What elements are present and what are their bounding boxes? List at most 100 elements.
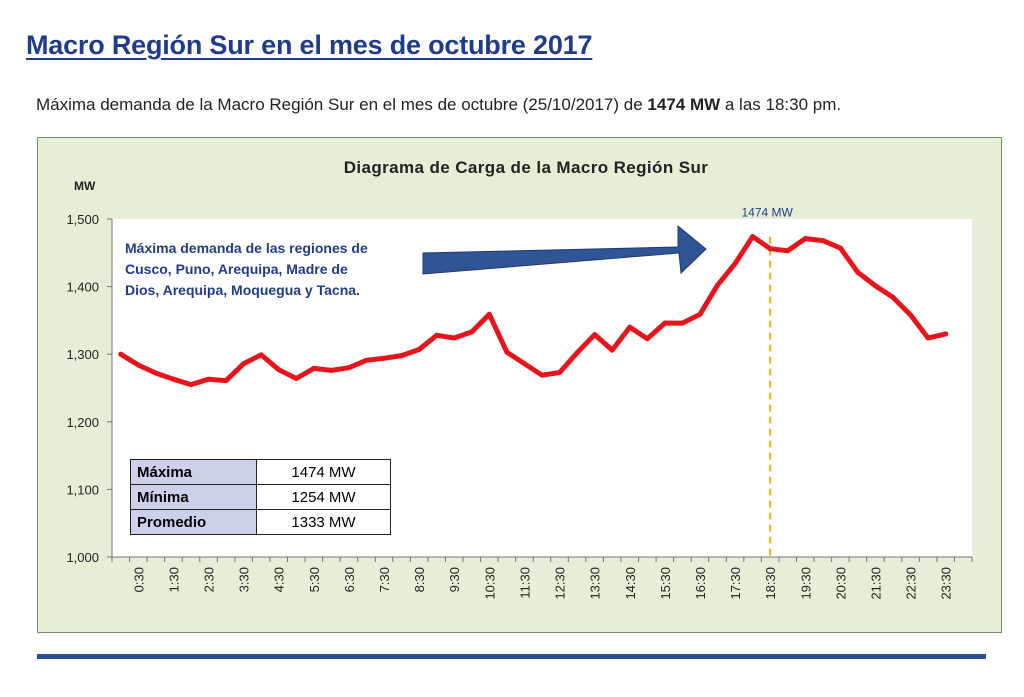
x-tick-label: 14:30 — [623, 567, 638, 600]
load-data-point — [486, 311, 492, 317]
load-data-point — [820, 238, 826, 244]
stats-row-max: Máxima 1474 MW — [130, 459, 391, 485]
load-data-point — [609, 347, 615, 353]
subtitle-text-end: a las 18:30 pm. — [720, 95, 842, 114]
load-data-point — [504, 349, 510, 355]
load-data-point — [328, 367, 334, 373]
stats-row-avg: Promedio 1333 MW — [130, 509, 391, 535]
load-data-point — [697, 311, 703, 317]
x-tick-label: 16:30 — [693, 567, 708, 600]
x-tick-label: 2:30 — [202, 567, 217, 592]
page-title: Macro Región Sur en el mes de octubre 20… — [26, 30, 593, 60]
load-data-point — [732, 261, 738, 267]
load-data-point — [135, 362, 141, 368]
load-data-point — [451, 335, 457, 341]
x-tick-label: 7:30 — [377, 567, 392, 592]
stats-label-avg: Promedio — [130, 509, 257, 535]
x-tick-label: 23:30 — [939, 567, 954, 600]
stats-label-min: Mínima — [130, 484, 257, 510]
load-data-point — [258, 352, 264, 358]
stats-value-min: 1254 MW — [256, 484, 391, 510]
x-tick-label: 13:30 — [588, 567, 603, 600]
load-data-point — [539, 372, 545, 378]
x-tick-label: 15:30 — [658, 567, 673, 600]
load-data-point — [434, 332, 440, 338]
subtitle-max-value: 1474 MW — [647, 95, 721, 114]
stats-label-max: Máxima — [130, 459, 257, 485]
load-data-point — [837, 245, 843, 251]
annotation-text-line: Dios, Arequipa, Moquegua y Tacna. — [125, 282, 360, 298]
load-series-line — [118, 234, 949, 388]
load-data-point — [521, 361, 527, 367]
y-tick-label: 1,200 — [66, 415, 99, 430]
load-data-point — [679, 320, 685, 326]
load-data-point — [644, 336, 650, 342]
load-data-point — [785, 248, 791, 254]
load-data-point — [293, 376, 299, 382]
y-tick-label: 1,300 — [66, 347, 99, 362]
load-data-point — [557, 369, 563, 375]
x-tick-label: 1:30 — [166, 567, 181, 592]
load-data-point — [627, 324, 633, 330]
stats-value-max: 1474 MW — [256, 459, 391, 485]
load-data-point — [363, 357, 369, 363]
bottom-divider — [37, 654, 986, 659]
load-data-point — [276, 367, 282, 373]
y-axis-label: MW — [74, 179, 96, 193]
y-tick-label: 1,400 — [66, 280, 99, 295]
load-data-point — [346, 365, 352, 371]
load-diagram-chart: Diagrama de Carga de la Macro Región Sur… — [66, 158, 973, 600]
stats-row-min: Mínima 1254 MW — [130, 484, 391, 510]
x-tick-label: 19:30 — [798, 567, 813, 600]
x-tick-label: 11:30 — [517, 567, 532, 599]
load-data-point — [662, 320, 668, 326]
chart-container: Diagrama de Carga de la Macro Región Sur… — [37, 137, 1002, 633]
load-data-point — [592, 332, 598, 338]
x-tick-label: 21:30 — [868, 567, 883, 600]
y-tick-label: 1,500 — [66, 212, 99, 227]
annotation-text-line: Cusco, Puno, Arequipa, Madre de — [125, 261, 348, 277]
load-data-point — [890, 294, 896, 300]
load-data-point — [153, 370, 159, 376]
page-subtitle: Máxima demanda de la Macro Región Sur en… — [36, 95, 841, 115]
y-tick-label: 1,000 — [66, 550, 99, 565]
load-data-point — [943, 331, 949, 337]
stats-value-avg: 1333 MW — [256, 509, 391, 535]
load-data-point — [311, 365, 317, 371]
load-data-point — [872, 283, 878, 289]
load-data-point — [925, 335, 931, 341]
x-tick-label: 8:30 — [412, 567, 427, 592]
load-data-point — [118, 351, 124, 357]
load-data-point — [767, 246, 773, 252]
subtitle-text-start: Máxima demanda de la Macro Región Sur en… — [36, 95, 648, 114]
y-tick-label: 1,100 — [66, 482, 99, 497]
x-tick-label: 10:30 — [482, 567, 497, 600]
x-tick-label: 20:30 — [833, 567, 848, 600]
stats-table: Máxima 1474 MW Mínima 1254 MW Promedio 1… — [130, 459, 391, 535]
load-data-point — [223, 378, 229, 384]
load-data-point — [855, 269, 861, 275]
x-tick-label: 3:30 — [237, 567, 252, 592]
load-data-point — [399, 353, 405, 359]
annotation-text-line: Máxima demanda de las regiones de — [125, 240, 368, 256]
load-data-point — [188, 382, 194, 388]
load-data-point — [241, 361, 247, 367]
x-tick-label: 18:30 — [763, 567, 778, 600]
x-tick-label: 22:30 — [904, 567, 919, 600]
x-tick-label: 9:30 — [447, 567, 462, 592]
chart-title: Diagrama de Carga de la Macro Región Sur — [344, 158, 709, 177]
arrow-icon — [422, 224, 707, 275]
load-data-point — [206, 376, 212, 382]
load-data-point — [715, 282, 721, 288]
x-tick-label: 5:30 — [307, 567, 322, 592]
x-tick-label: 0:30 — [131, 567, 146, 592]
load-data-point — [750, 234, 756, 240]
load-data-point — [469, 329, 475, 335]
load-data-point — [170, 376, 176, 382]
load-data-point — [802, 236, 808, 242]
x-tick-label: 12:30 — [553, 567, 568, 600]
x-tick-label: 6:30 — [342, 567, 357, 592]
x-tick-label: 17:30 — [728, 567, 743, 600]
load-data-point — [574, 350, 580, 356]
peak-value-label: 1474 MW — [741, 206, 793, 220]
